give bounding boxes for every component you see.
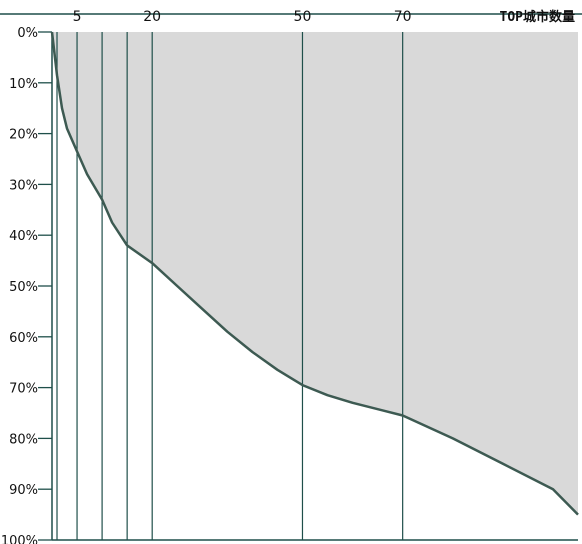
y-tick-label-80: 80%	[9, 432, 38, 447]
y-tick-label-90: 90%	[9, 483, 38, 498]
series-line-layer	[50, 31, 579, 516]
x-tick-label-50: 50	[294, 9, 312, 25]
x-tick-label-20: 20	[143, 9, 161, 25]
y-tick-label-0: 0%	[17, 26, 38, 41]
y-tick-label-20: 20%	[9, 128, 38, 143]
axes	[0, 13, 582, 541]
vertical-marker-lines	[56, 32, 404, 540]
y-tick-label-40: 40%	[9, 229, 38, 244]
x-tick-label-5: 5	[73, 9, 82, 25]
x-axis-title: TOP城市数量	[500, 9, 575, 25]
x-tick-labels: 5 20 50 70	[73, 9, 412, 25]
y-tick-label-50: 50%	[9, 280, 38, 295]
x-tick-label-70: 70	[394, 9, 412, 25]
y-tick-label-60: 60%	[9, 331, 38, 346]
series-line	[50, 31, 579, 516]
y-tick-labels: 0% 10% 20% 30% 40% 50% 60% 70% 80% 90% 100%	[1, 26, 38, 544]
area-layer	[52, 32, 578, 515]
y-tick-label-30: 30%	[9, 178, 38, 193]
y-tick-label-70: 70%	[9, 382, 38, 397]
y-tick-label-100: 100%	[1, 534, 38, 544]
area-fill	[52, 32, 578, 515]
y-tick-label-10: 10%	[9, 77, 38, 92]
